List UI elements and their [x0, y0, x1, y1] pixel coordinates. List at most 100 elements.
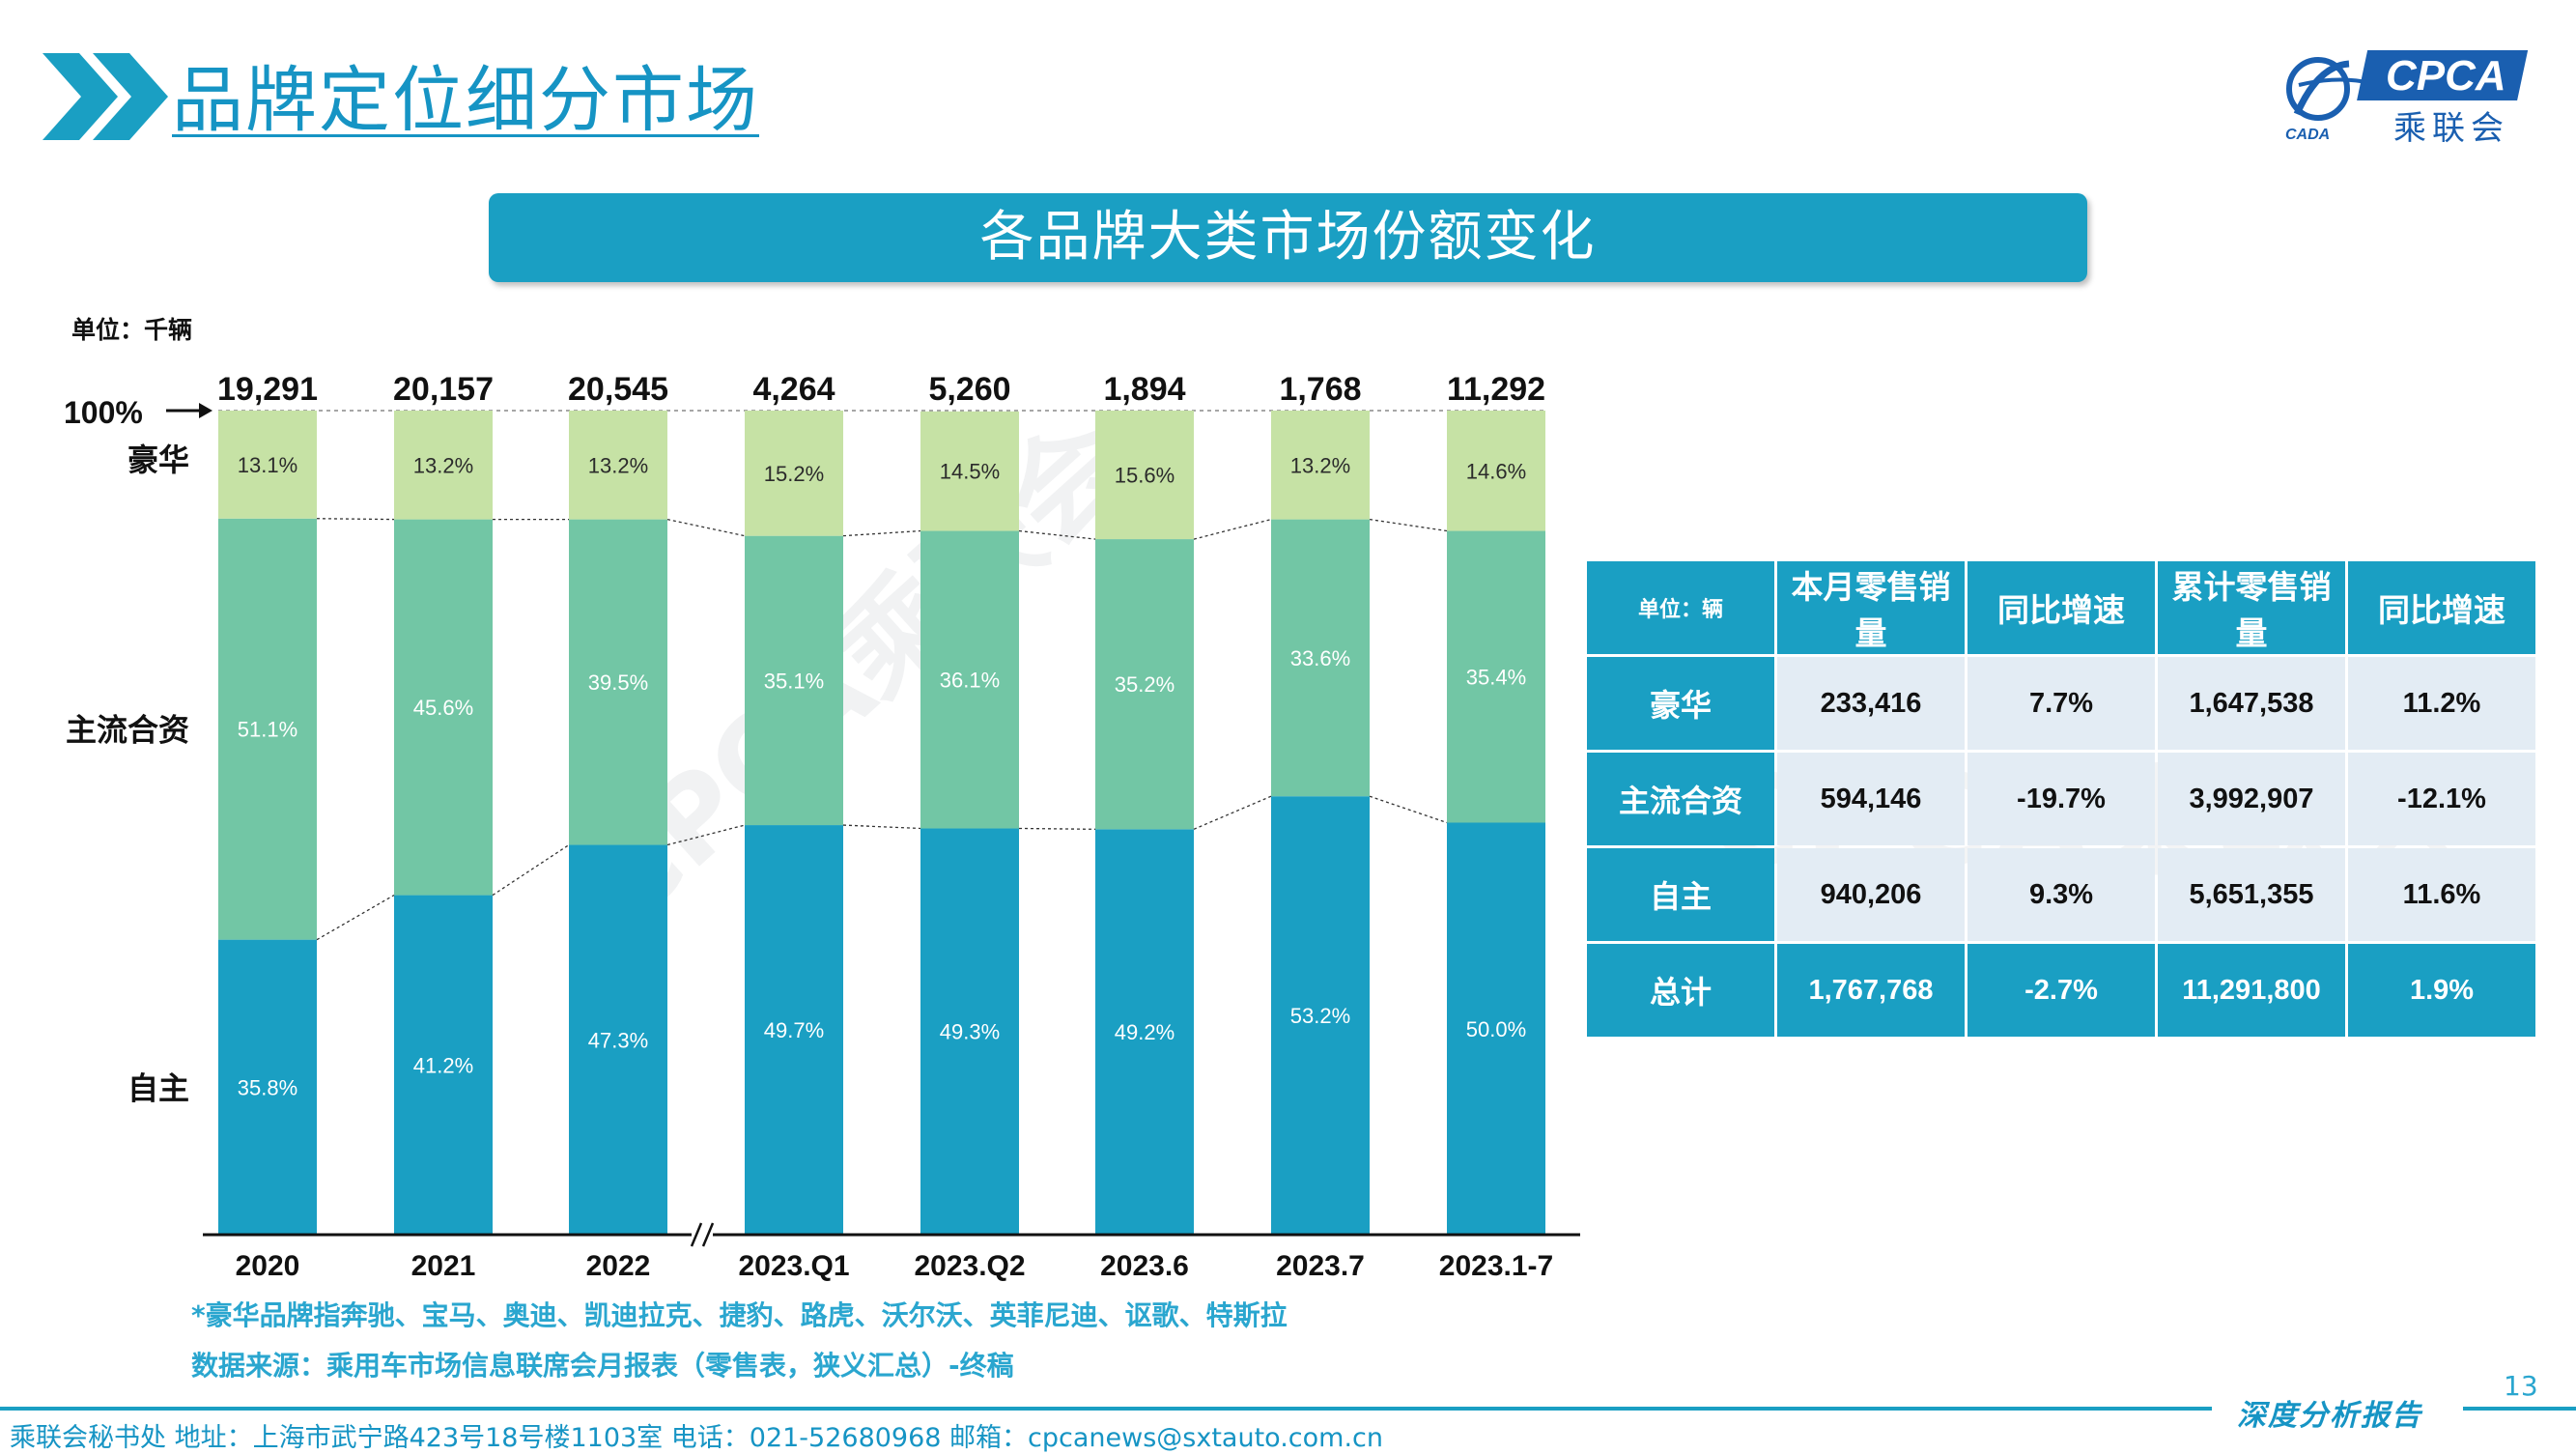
table-row: 豪华 233,416 7.7% 1,647,538 11.2%	[1587, 657, 2535, 750]
category-label: 2023.Q2	[914, 1250, 1025, 1282]
data-label: 45.6%	[413, 696, 473, 720]
chevron-arrows-icon	[42, 53, 168, 140]
stacked-bar-chart: 35.8% 51.1% 13.1% 19,291 2020 41.2% 45.6% 13.2%…	[64, 371, 1580, 1282]
data-label: 49.2%	[1115, 1020, 1175, 1044]
total-label: 19,291	[217, 371, 318, 408]
table-unit: 单位：辆	[1587, 561, 1774, 654]
table-cell: 11.2%	[2348, 657, 2535, 750]
connector-line	[666, 518, 746, 537]
footer-divider	[0, 1407, 2212, 1411]
data-source-note: 数据来源：乘用车市场信息联席会月报表（零售表，狭义汇总）-终稿	[191, 1350, 1014, 1382]
table-header: 同比增速	[2348, 561, 2535, 654]
data-label: 13.1%	[238, 453, 297, 477]
logo-text: CPCA	[2386, 52, 2506, 100]
page-title: 品牌定位细分市场	[172, 59, 759, 142]
table-cell: 11.6%	[2348, 848, 2535, 941]
category-label: 2020	[236, 1250, 300, 1282]
total-label: 4,264	[752, 371, 835, 408]
bar-luxury	[745, 411, 843, 536]
table-cell: -12.1%	[2348, 753, 2535, 845]
table-row: 主流合资 594,146 -19.7% 3,992,907 -12.1%	[1587, 753, 2535, 845]
table-cell: 940,206	[1777, 848, 1965, 941]
bar-domestic	[920, 828, 1019, 1235]
data-label: 13.2%	[588, 453, 648, 477]
data-label: 53.2%	[1290, 1004, 1350, 1028]
connector-line	[1193, 518, 1272, 540]
data-label: 35.1%	[764, 669, 824, 693]
category-label: 2023.Q1	[738, 1250, 849, 1282]
bar-jv	[1095, 539, 1194, 830]
row-label: 总计	[1587, 944, 1774, 1037]
table-cell: 9.3%	[1967, 848, 2155, 941]
data-label: 51.1%	[238, 718, 297, 742]
category-label: 2023.6	[1100, 1250, 1189, 1282]
connector-line	[842, 529, 921, 537]
bar-domestic	[1271, 796, 1370, 1235]
data-label: 36.1%	[940, 669, 1000, 693]
bar-luxury	[920, 411, 1019, 531]
table-row: 自主 940,206 9.3% 5,651,355 11.6%	[1587, 848, 2535, 941]
footer-contact: 乘联会秘书处 地址：上海市武宁路423号18号楼1103室 电话：021-526…	[10, 1423, 1384, 1453]
luxury-brand-note: *豪华品牌指奔驰、宝马、奥迪、凯迪拉克、捷豹、路虎、沃尔沃、英菲尼迪、讴歌、特斯…	[191, 1299, 1288, 1331]
bar-jv	[569, 519, 667, 845]
bar-luxury	[218, 411, 317, 519]
data-label: 35.2%	[1115, 672, 1175, 697]
table-cell: 233,416	[1777, 657, 1965, 750]
data-label: 15.6%	[1115, 464, 1175, 488]
category-label: 2023.7	[1276, 1250, 1365, 1282]
arrow-icon	[199, 403, 212, 418]
total-label: 1,894	[1103, 371, 1185, 408]
connector-line	[1369, 518, 1448, 532]
table-cell: -2.7%	[1967, 944, 2155, 1037]
connector-line	[316, 518, 395, 521]
row-label: 自主	[1587, 848, 1774, 941]
bar-luxury	[1447, 411, 1545, 531]
table-cell: -19.7%	[1967, 753, 2155, 845]
bar-luxury	[569, 411, 667, 520]
logo-subtext: 乘联会	[2393, 109, 2509, 147]
bar-luxury	[394, 411, 493, 520]
bar-domestic	[1095, 829, 1194, 1235]
table-cell: 5,651,355	[2158, 848, 2345, 941]
bar-jv	[1271, 519, 1370, 797]
page-number: 13	[2504, 1370, 2538, 1402]
connector-line	[666, 824, 746, 846]
logo-small-text: CADA	[2285, 127, 2330, 143]
table-row-total: 总计 1,767,768 -2.7% 11,291,800 1.9%	[1587, 944, 2535, 1037]
bar-jv	[218, 518, 317, 940]
connector-line	[1369, 795, 1448, 824]
data-label: 50.0%	[1466, 1017, 1526, 1041]
total-label: 5,260	[928, 371, 1010, 408]
data-label: 14.5%	[940, 460, 1000, 484]
total-label: 20,157	[393, 371, 494, 408]
connector-line	[842, 824, 921, 830]
data-label: 49.7%	[764, 1018, 824, 1042]
data-label: 47.3%	[588, 1028, 648, 1052]
bar-luxury	[1095, 411, 1194, 540]
data-label: 13.2%	[413, 453, 473, 477]
axis-break-mark	[690, 1222, 703, 1247]
bar-jv	[920, 530, 1019, 829]
data-label: 39.5%	[588, 670, 648, 695]
data-label: 15.2%	[764, 462, 824, 486]
data-label: 35.8%	[238, 1075, 297, 1099]
series-label: 主流合资	[66, 712, 189, 749]
bar-jv	[394, 519, 493, 896]
table-cell: 3,992,907	[2158, 753, 2345, 845]
bar-domestic	[745, 825, 843, 1235]
table-header: 同比增速	[1967, 561, 2155, 654]
bar-jv	[745, 535, 843, 826]
bar-domestic	[1447, 822, 1545, 1235]
cpca-logo-icon: CPCA CADA 乘联会	[2285, 50, 2529, 147]
row-label: 主流合资	[1587, 753, 1774, 845]
footer-divider	[2463, 1407, 2576, 1411]
table-cell: 1,647,538	[2158, 657, 2345, 750]
table-cell: 1,767,768	[1777, 944, 1965, 1037]
series-label: 豪华	[127, 442, 189, 478]
total-label: 1,768	[1279, 371, 1361, 408]
connector-line	[1018, 827, 1096, 830]
table-header-row: 单位：辆 本月零售销量 同比增速 累计零售销量 同比增速	[1587, 561, 2535, 654]
table-header: 本月零售销量	[1777, 561, 1965, 654]
connector-line	[316, 895, 395, 941]
axis-break-mark	[701, 1222, 715, 1247]
